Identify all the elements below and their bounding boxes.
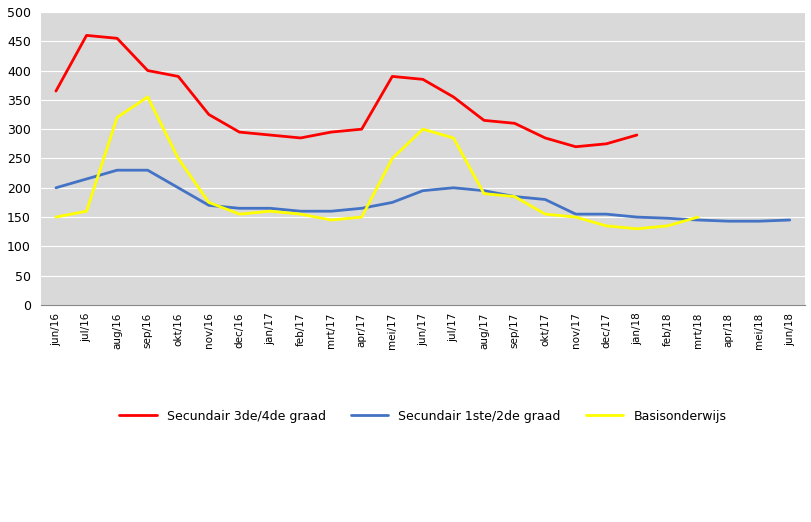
- Basisonderwijs: [418, 126, 427, 132]
- Secundair 3de/4de graad: [295, 135, 305, 141]
- Basisonderwijs: [387, 156, 397, 162]
- Secundair 1ste/2de graad: [539, 196, 549, 203]
- Secundair 3de/4de graad: [631, 132, 641, 138]
- Secundair 1ste/2de graad: [570, 211, 580, 217]
- Basisonderwijs: [601, 223, 611, 229]
- Secundair 3de/4de graad: [174, 73, 183, 79]
- Basisonderwijs: [82, 208, 92, 215]
- Secundair 1ste/2de graad: [82, 176, 92, 182]
- Secundair 3de/4de graad: [51, 88, 61, 94]
- Secundair 3de/4de graad: [509, 120, 519, 126]
- Line: Secundair 3de/4de graad: Secundair 3de/4de graad: [56, 35, 636, 147]
- Secundair 1ste/2de graad: [631, 214, 641, 220]
- Basisonderwijs: [570, 214, 580, 220]
- Secundair 1ste/2de graad: [204, 202, 213, 208]
- Basisonderwijs: [631, 226, 641, 232]
- Secundair 1ste/2de graad: [448, 185, 457, 191]
- Secundair 3de/4de graad: [478, 117, 488, 124]
- Secundair 1ste/2de graad: [509, 194, 519, 200]
- Secundair 3de/4de graad: [112, 35, 122, 41]
- Secundair 1ste/2de graad: [478, 187, 488, 194]
- Basisonderwijs: [539, 211, 549, 217]
- Basisonderwijs: [295, 211, 305, 217]
- Secundair 1ste/2de graad: [601, 211, 611, 217]
- Basisonderwijs: [356, 214, 366, 220]
- Secundair 1ste/2de graad: [753, 218, 763, 224]
- Secundair 1ste/2de graad: [51, 185, 61, 191]
- Basisonderwijs: [143, 94, 152, 100]
- Secundair 3de/4de graad: [264, 132, 274, 138]
- Secundair 3de/4de graad: [234, 129, 244, 135]
- Secundair 1ste/2de graad: [264, 205, 274, 211]
- Secundair 1ste/2de graad: [234, 205, 244, 211]
- Secundair 3de/4de graad: [448, 94, 457, 100]
- Secundair 1ste/2de graad: [387, 199, 397, 206]
- Secundair 1ste/2de graad: [174, 185, 183, 191]
- Secundair 3de/4de graad: [570, 144, 580, 150]
- Secundair 1ste/2de graad: [662, 215, 672, 221]
- Basisonderwijs: [51, 214, 61, 220]
- Secundair 1ste/2de graad: [693, 217, 702, 223]
- Secundair 1ste/2de graad: [112, 167, 122, 173]
- Basisonderwijs: [509, 194, 519, 200]
- Secundair 3de/4de graad: [143, 67, 152, 74]
- Basisonderwijs: [693, 214, 702, 220]
- Basisonderwijs: [662, 223, 672, 229]
- Basisonderwijs: [234, 211, 244, 217]
- Secundair 1ste/2de graad: [143, 167, 152, 173]
- Secundair 3de/4de graad: [204, 111, 213, 117]
- Secundair 3de/4de graad: [356, 126, 366, 132]
- Secundair 3de/4de graad: [82, 32, 92, 39]
- Basisonderwijs: [448, 135, 457, 141]
- Basisonderwijs: [264, 208, 274, 215]
- Secundair 3de/4de graad: [601, 141, 611, 147]
- Legend: Secundair 3de/4de graad, Secundair 1ste/2de graad, Basisonderwijs: Secundair 3de/4de graad, Secundair 1ste/…: [114, 405, 731, 428]
- Basisonderwijs: [326, 217, 336, 223]
- Secundair 1ste/2de graad: [784, 217, 794, 223]
- Line: Secundair 1ste/2de graad: Secundair 1ste/2de graad: [56, 170, 789, 221]
- Secundair 1ste/2de graad: [723, 218, 732, 224]
- Secundair 3de/4de graad: [418, 76, 427, 82]
- Secundair 1ste/2de graad: [326, 208, 336, 215]
- Secundair 3de/4de graad: [539, 135, 549, 141]
- Basisonderwijs: [174, 156, 183, 162]
- Line: Basisonderwijs: Basisonderwijs: [56, 97, 697, 229]
- Basisonderwijs: [478, 191, 488, 197]
- Basisonderwijs: [112, 114, 122, 121]
- Secundair 3de/4de graad: [326, 129, 336, 135]
- Secundair 1ste/2de graad: [295, 208, 305, 215]
- Basisonderwijs: [204, 199, 213, 206]
- Secundair 3de/4de graad: [387, 73, 397, 79]
- Secundair 1ste/2de graad: [418, 187, 427, 194]
- Secundair 1ste/2de graad: [356, 205, 366, 211]
